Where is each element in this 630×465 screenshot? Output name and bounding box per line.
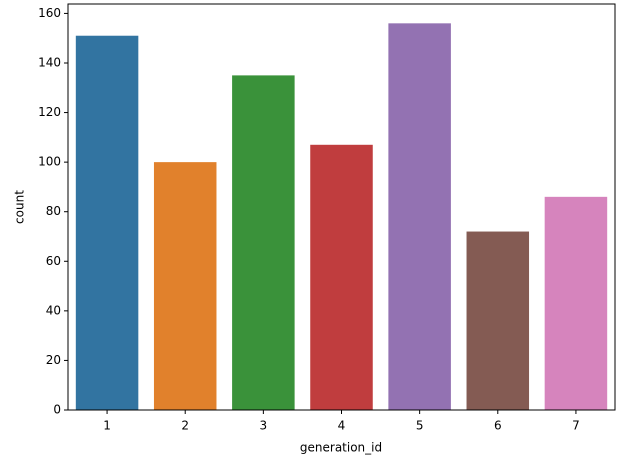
bar [466,231,530,410]
y-tick-label: 40 [46,303,61,317]
y-tick-label: 140 [38,55,61,69]
x-tick-label: 5 [416,419,424,433]
y-tick-label: 120 [38,105,61,119]
y-tick-label: 0 [53,403,61,417]
y-tick-label: 160 [38,6,61,20]
x-tick-label: 4 [338,419,346,433]
bar [388,23,451,410]
bar [544,196,608,410]
x-tick-label: 6 [494,419,502,433]
x-tick-label: 2 [181,419,189,433]
y-tick-label: 80 [46,204,61,218]
x-tick-label: 7 [572,419,580,433]
plot-frame [67,3,616,411]
y-axis-label: count [13,190,27,224]
x-axis-label: generation_id [300,441,382,455]
y-tick-label: 100 [38,155,61,169]
y-tick-label: 20 [46,353,61,367]
y-tick-label: 60 [46,254,61,268]
bar [75,35,139,410]
bar [232,75,295,410]
bar [153,162,217,410]
x-tick-label: 3 [260,419,268,433]
bar [310,144,373,411]
x-tick-label: 1 [103,419,111,433]
